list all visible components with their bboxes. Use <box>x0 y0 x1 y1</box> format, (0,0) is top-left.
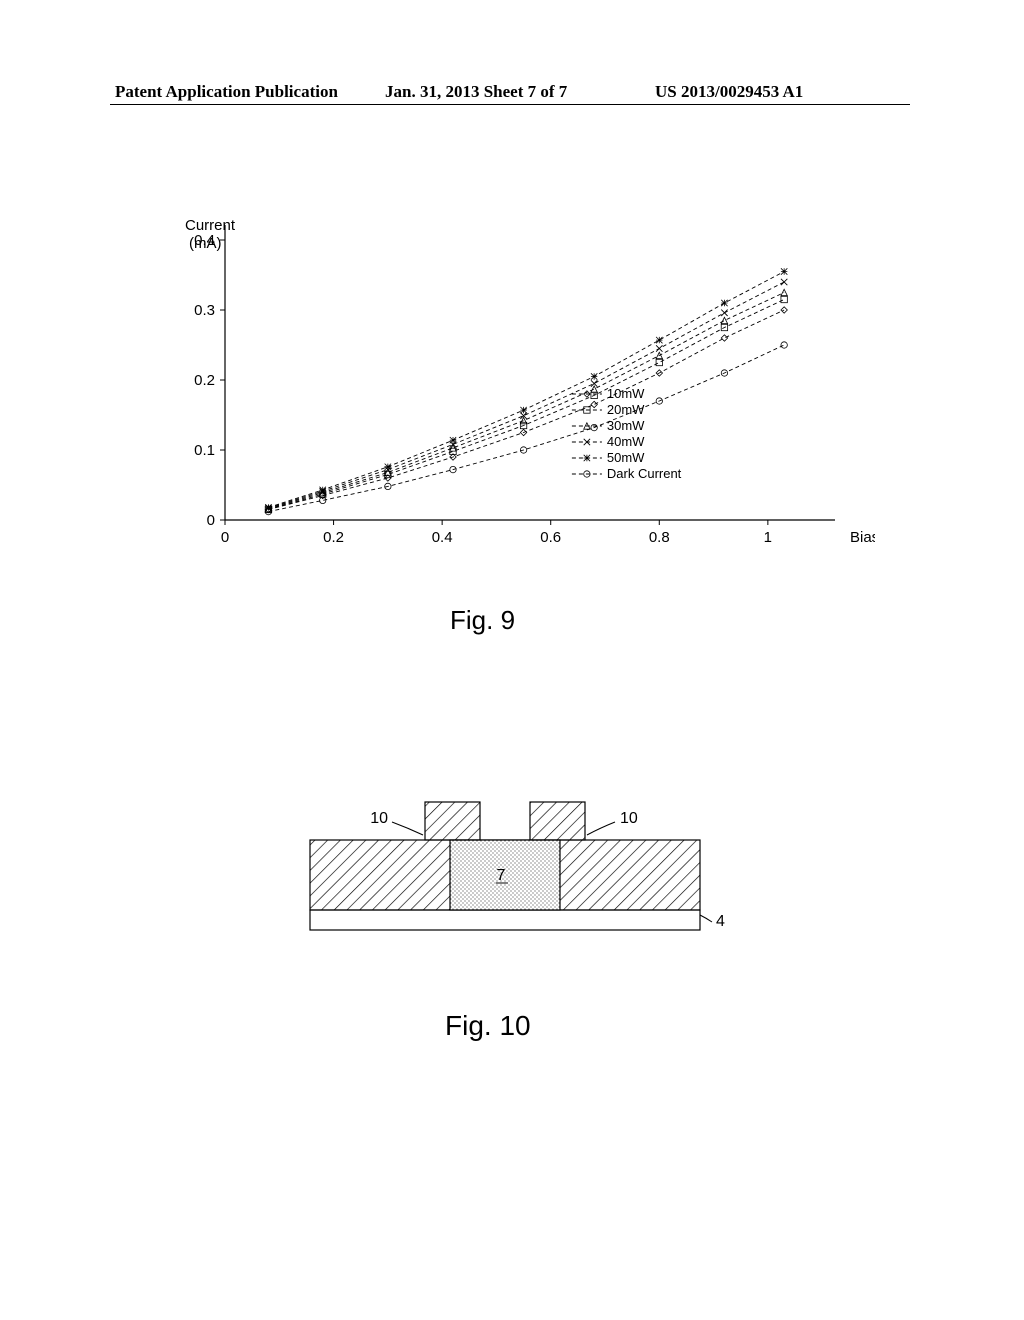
svg-text:0: 0 <box>221 529 229 546</box>
svg-text:0.4: 0.4 <box>432 529 453 546</box>
header-rule <box>110 104 910 105</box>
header-pubnumber: US 2013/0029453 A1 <box>655 82 803 102</box>
header-publication: Patent Application Publication <box>115 82 338 102</box>
fig9-svg: Current(mA)00.10.20.30.400.20.40.60.81Bi… <box>155 220 875 560</box>
svg-text:1: 1 <box>764 529 772 546</box>
svg-text:0.2: 0.2 <box>323 529 344 546</box>
header-date-sheet: Jan. 31, 2013 Sheet 7 of 7 <box>385 82 567 102</box>
svg-text:0.8: 0.8 <box>649 529 670 546</box>
svg-text:0.6: 0.6 <box>540 529 561 546</box>
fig10-diagram: 7 10 10 4 <box>280 760 730 960</box>
svg-text:0.4: 0.4 <box>194 232 215 249</box>
svg-text:0: 0 <box>207 512 215 529</box>
svg-text:0.2: 0.2 <box>194 372 215 389</box>
svg-text:30mW: 30mW <box>607 418 645 433</box>
svg-text:Bias (V): Bias (V) <box>850 529 875 546</box>
svg-text:40mW: 40mW <box>607 434 645 449</box>
fig9-chart: Current(mA)00.10.20.30.400.20.40.60.81Bi… <box>155 220 875 560</box>
svg-text:0.1: 0.1 <box>194 442 215 459</box>
svg-text:4: 4 <box>716 913 725 930</box>
svg-text:0.3: 0.3 <box>194 302 215 319</box>
svg-text:10: 10 <box>370 810 388 827</box>
svg-text:10mW: 10mW <box>607 386 645 401</box>
fig10-caption: Fig. 10 <box>445 1010 531 1042</box>
svg-text:50mW: 50mW <box>607 450 645 465</box>
fig10-svg: 7 10 10 4 <box>280 760 730 960</box>
svg-text:20mW: 20mW <box>607 402 645 417</box>
svg-text:Dark Current: Dark Current <box>607 466 682 481</box>
svg-text:10: 10 <box>620 810 638 827</box>
fig9-caption: Fig. 9 <box>450 605 515 636</box>
svg-text:7: 7 <box>497 867 506 884</box>
